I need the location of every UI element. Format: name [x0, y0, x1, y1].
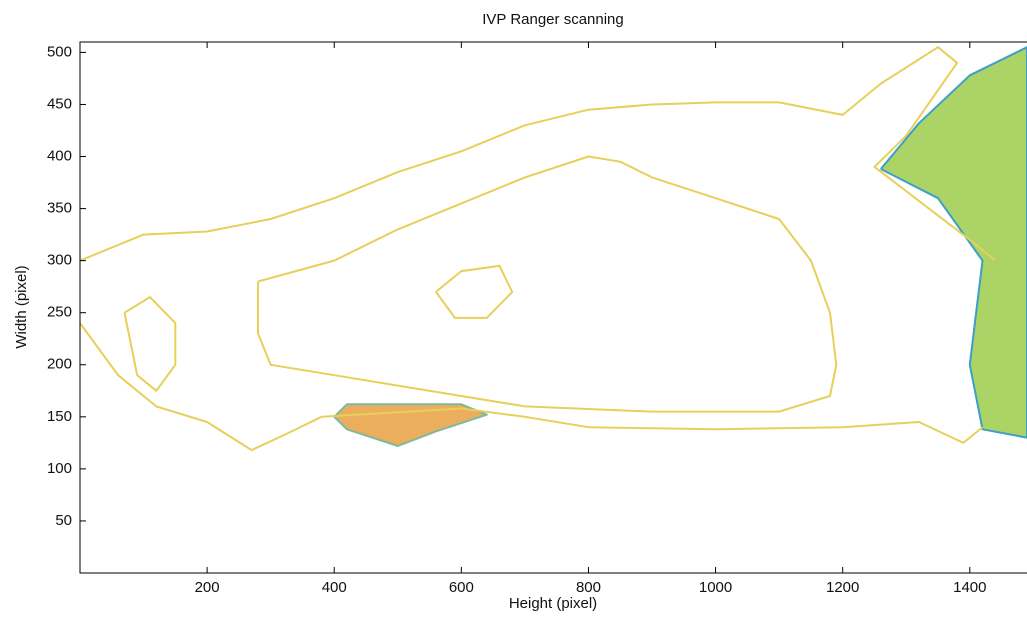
scan-contour — [80, 47, 995, 260]
page: IVP Ranger scanning Height (pixel) Width… — [0, 0, 1027, 617]
x-tick-label: 1400 — [953, 579, 986, 596]
scan-patch — [881, 47, 1027, 437]
x-tick-label: 1000 — [699, 579, 732, 596]
y-tick-label: 150 — [47, 408, 72, 425]
chart: IVP Ranger scanning Height (pixel) Width… — [0, 0, 1027, 617]
y-tick-label: 400 — [47, 147, 72, 164]
plot-area — [80, 47, 1027, 450]
y-tick-label: 200 — [47, 356, 72, 373]
y-tick-label: 350 — [47, 200, 72, 217]
y-tick-label: 500 — [47, 43, 72, 60]
chart-title: IVP Ranger scanning — [482, 11, 623, 28]
y-tick-label: 300 — [47, 252, 72, 269]
x-tick-label: 200 — [195, 579, 220, 596]
x-axis-label: Height (pixel) — [509, 595, 597, 612]
scan-contour — [436, 266, 512, 318]
x-tick-label: 1200 — [826, 579, 859, 596]
y-tick-label: 100 — [47, 460, 72, 477]
y-tick-label: 250 — [47, 304, 72, 321]
y-tick-label: 450 — [47, 95, 72, 112]
y-tick-label: 50 — [55, 512, 72, 529]
y-axis-label: Width (pixel) — [13, 265, 30, 348]
scan-contour — [125, 297, 176, 391]
x-tick-label: 800 — [576, 579, 601, 596]
axes-frame — [80, 42, 1027, 573]
x-tick-label: 400 — [322, 579, 347, 596]
x-tick-label: 600 — [449, 579, 474, 596]
scan-contour — [80, 323, 983, 450]
